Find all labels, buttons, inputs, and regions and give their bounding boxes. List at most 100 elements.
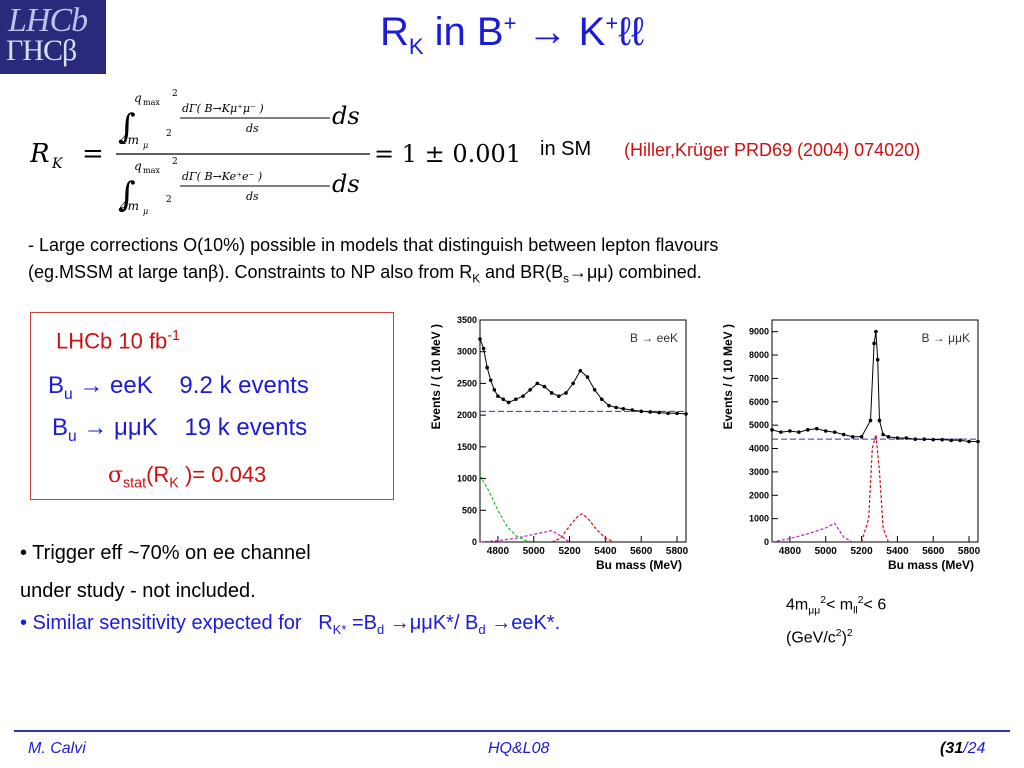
data-point	[868, 418, 873, 423]
data-point	[521, 394, 525, 398]
data-point	[788, 429, 792, 433]
den-ds-big: ds	[332, 170, 360, 198]
den-qmax-sub: max	[143, 166, 160, 175]
integral-sign-den: ∫	[118, 175, 136, 215]
x-tick-label: 4800	[779, 546, 802, 557]
y-tick-label: 3000	[457, 347, 477, 357]
data-point	[648, 410, 652, 414]
component-curve	[861, 434, 889, 543]
data-point	[967, 439, 971, 444]
y-tick-label: 3500	[457, 315, 477, 325]
data-point	[666, 411, 670, 416]
y-tick-label: 1000	[749, 514, 769, 524]
y-tick-label: 8000	[749, 350, 769, 360]
data-point	[675, 411, 679, 416]
x-tick-label: 5600	[630, 546, 653, 557]
den-ds: ds	[246, 190, 259, 203]
y-tick-label: 4000	[749, 444, 769, 454]
data-point	[496, 394, 500, 398]
data-point	[895, 436, 900, 440]
data-point	[877, 418, 882, 423]
y-tick-label: 9000	[749, 327, 769, 337]
y-tick-label: 1500	[457, 442, 477, 452]
logo-bottom-text: ΓHCβ	[6, 34, 77, 67]
data-point	[904, 436, 909, 440]
corrections-line-1: - Large corrections O(10%) possible in m…	[28, 235, 719, 255]
sigma-stat-rk: σstat(RK )= 0.043	[108, 462, 267, 492]
y-tick-label: 2000	[749, 490, 769, 500]
data-point	[770, 428, 774, 432]
corrections-text: - Large corrections O(10%) possible in m…	[28, 232, 928, 293]
data-point	[940, 437, 944, 442]
corrections-line-2: (eg.MSSM at large tanβ). Constraints to …	[28, 262, 702, 286]
trigger-line-1: • Trigger eff ~70% on ee channel	[20, 542, 311, 564]
plot-eek: 4800 5000 5200 5400 5600 5800 0 500 1000 1500 2000…	[429, 315, 689, 572]
x-tick-label: 5400	[886, 546, 909, 557]
data-point	[571, 381, 575, 386]
formula-lhs: R	[30, 139, 50, 169]
den-lower: 4m	[119, 199, 139, 213]
component-curve	[771, 522, 853, 543]
num-lower-sq: 2	[166, 129, 172, 139]
data-point	[886, 435, 891, 439]
y-tick-label: 500	[462, 505, 477, 515]
x-tick-label: 5000	[523, 546, 546, 557]
data-point	[949, 438, 953, 443]
data-point	[881, 432, 885, 437]
data-point	[481, 346, 486, 351]
in-sm-label: in SM	[540, 138, 592, 160]
data-point	[823, 429, 828, 433]
data-point	[797, 430, 801, 434]
data-point	[542, 384, 547, 389]
data-point	[478, 337, 482, 341]
data-point	[874, 329, 878, 334]
plot-frame	[771, 319, 979, 543]
data-point	[592, 387, 597, 392]
data-point	[922, 437, 927, 441]
data-point	[630, 408, 635, 412]
data-point	[976, 439, 980, 444]
data-point	[549, 391, 554, 395]
num-qmax-sub: max	[143, 98, 160, 107]
x-axis-label: Bu mass (MeV)	[596, 558, 682, 572]
x-tick-label: 5800	[666, 546, 689, 557]
y-tick-label: 2000	[457, 410, 477, 420]
component-curve	[551, 513, 615, 543]
data-point	[958, 438, 962, 443]
num-qmax-sq: 2	[172, 89, 178, 99]
data-point	[614, 405, 618, 410]
data-point	[850, 435, 855, 439]
data-point	[578, 368, 583, 373]
fit-curve	[771, 331, 978, 442]
y-tick-label: 0	[764, 537, 769, 547]
num-integrand: dΓ( B→Kμ⁺μ⁻ )	[182, 102, 264, 115]
trigger-line-2: under study - not included.	[20, 580, 256, 602]
data-point	[485, 365, 489, 370]
data-point	[684, 412, 688, 416]
data-point	[607, 403, 611, 408]
component-curve	[479, 529, 570, 543]
y-tick-label: 7000	[749, 373, 769, 383]
x-tick-label: 5200	[850, 546, 873, 557]
num-ds-big: ds	[332, 102, 360, 130]
data-point	[564, 391, 568, 395]
formula-rhs: = 1 ± 0.001	[374, 140, 521, 168]
x-tick-label: 5200	[558, 546, 581, 557]
x-tick-label: 4800	[487, 546, 510, 557]
bu-eek-yield: Bu → eeK 9.2 k events	[48, 372, 309, 403]
component-curve	[479, 475, 534, 543]
y-tick-label: 2500	[457, 378, 477, 388]
y-tick-label: 3000	[749, 467, 769, 477]
data-point	[585, 375, 590, 379]
den-qmax-sq: 2	[172, 157, 178, 167]
data-point	[639, 409, 644, 414]
den-lower-sq: 2	[166, 195, 172, 205]
data-point	[872, 341, 876, 346]
x-tick-label: 5800	[958, 546, 981, 557]
plot-frame	[479, 319, 687, 543]
num-lower-sub: μ	[143, 141, 148, 150]
y-tick-label: 6000	[749, 397, 769, 407]
trigger-note: • Trigger eff ~70% on ee channel under s…	[20, 534, 311, 610]
data-point	[657, 410, 661, 415]
data-point	[621, 407, 626, 411]
